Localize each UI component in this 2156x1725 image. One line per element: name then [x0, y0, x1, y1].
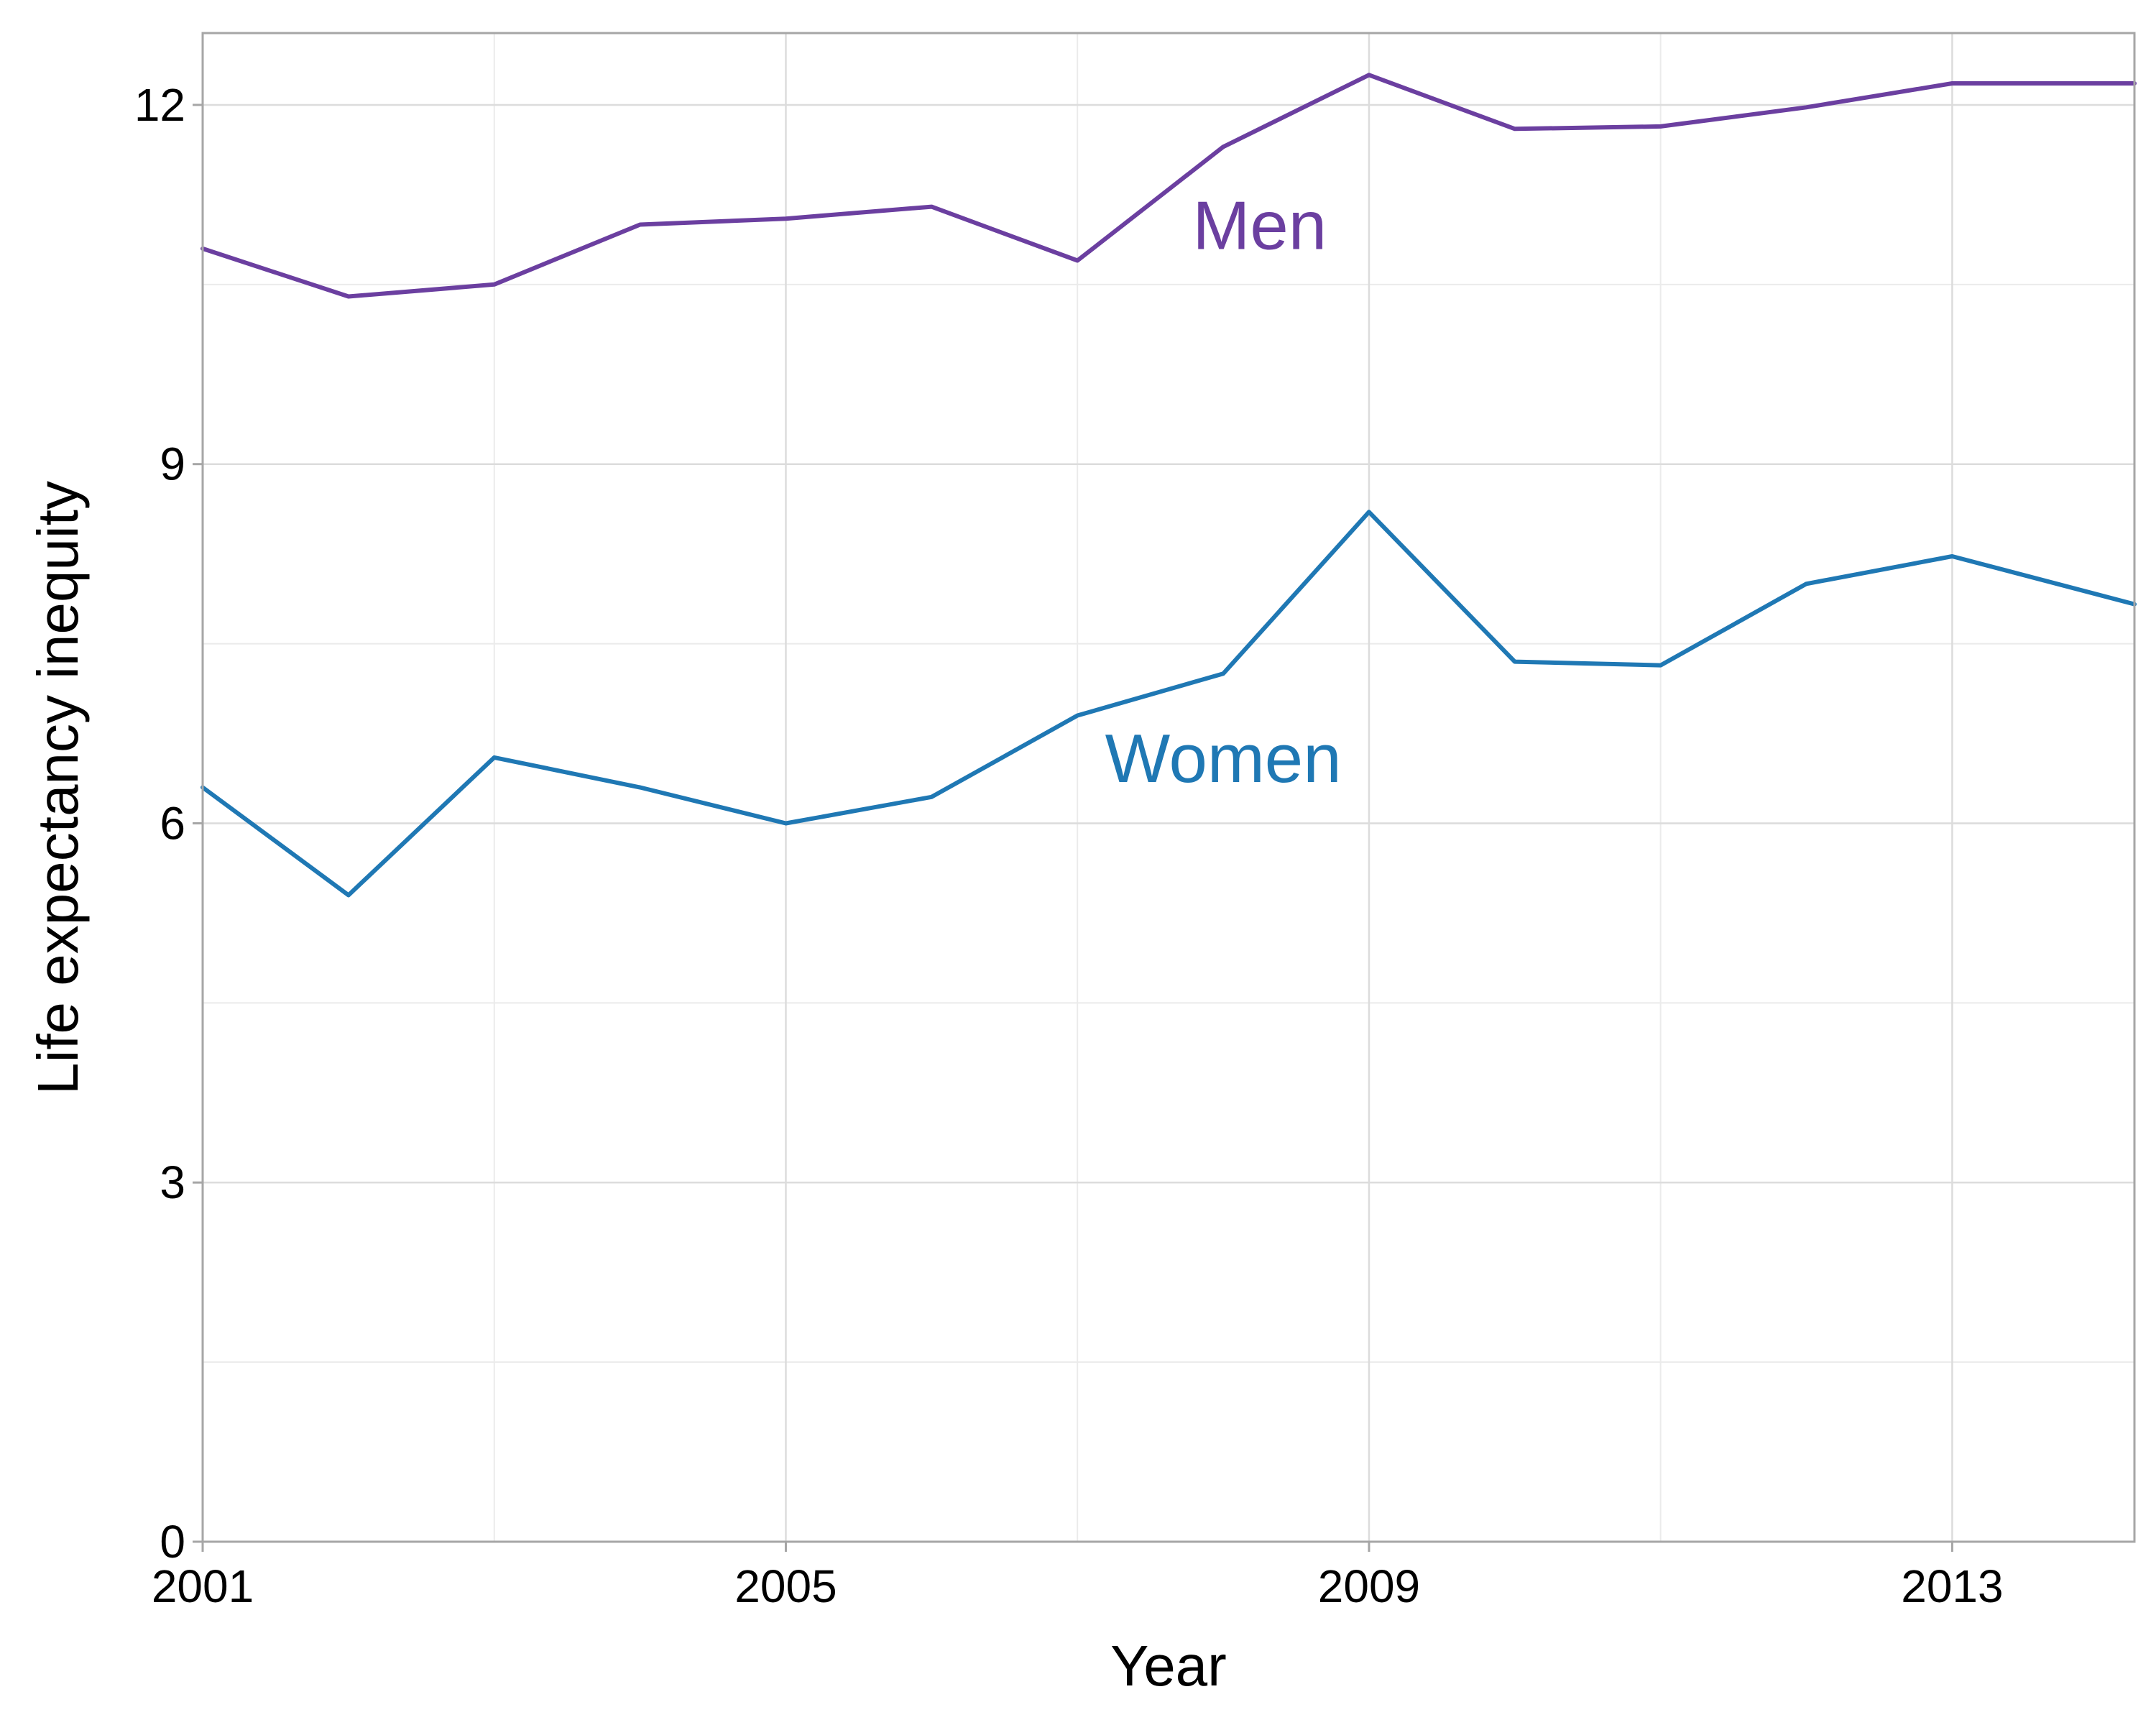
y-tick-label: 9: [160, 438, 185, 490]
series-label-men: Men: [1192, 188, 1327, 264]
y-tick-label: 6: [160, 797, 185, 849]
y-tick-label: 0: [160, 1516, 185, 1568]
x-tick-label: 2005: [734, 1560, 837, 1612]
y-tick-label: 3: [160, 1156, 185, 1208]
tick-labels: 2001 2005 2009 2013 0 3 6 9 12: [134, 79, 2004, 1612]
series-label-women: Women: [1105, 720, 1342, 797]
x-tick-label: 2001: [152, 1560, 254, 1612]
x-tick-label: 2009: [1318, 1560, 1420, 1612]
x-tick-label: 2013: [1901, 1560, 2003, 1612]
y-tick-label: 12: [134, 79, 185, 131]
series-line-women: [201, 510, 2137, 898]
series-lines: Men Women: [201, 73, 2137, 898]
y-axis-title: Life expectancy inequity: [26, 481, 90, 1095]
plot-panel: [201, 32, 2136, 1543]
series-line-men: [201, 73, 2137, 299]
x-axis-title: Year: [1110, 1634, 1227, 1698]
axis-ticks: [193, 104, 1953, 1552]
